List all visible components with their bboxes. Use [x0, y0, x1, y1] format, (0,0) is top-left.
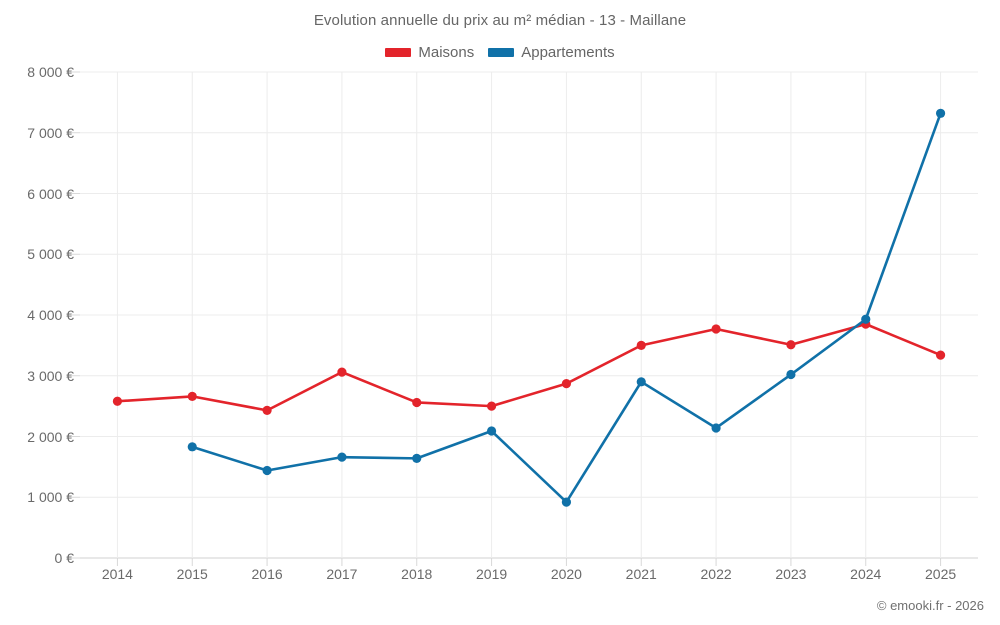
x-axis-label: 2016 — [251, 566, 283, 582]
data-point-appartements-2024[interactable] — [861, 314, 871, 324]
y-axis-tick-labels: 0 € 1 000 € 2 000 € 3 000 € 4 000 € 5 000 € 6 … — [0, 0, 74, 625]
x-axis-label: 2020 — [550, 566, 582, 582]
legend-label-maisons: Maisons — [418, 44, 475, 61]
data-point-appartements-2022[interactable] — [711, 423, 721, 433]
x-axis-label: 2023 — [775, 566, 807, 582]
data-point-maisons-2025[interactable] — [935, 350, 946, 360]
data-point-appartements-2021[interactable] — [636, 377, 646, 387]
x-axis-label: 2019 — [476, 566, 508, 582]
data-point-appartements-2016[interactable] — [262, 465, 272, 476]
data-point-maisons-2020[interactable] — [561, 379, 572, 389]
y-axis-label: 5 000 € — [27, 246, 74, 263]
x-axis-label: 2021 — [625, 566, 657, 582]
data-point-maisons-2014[interactable] — [112, 396, 123, 406]
x-axis-label: 2024 — [850, 566, 882, 582]
data-point-appartements-2025[interactable] — [935, 108, 946, 118]
y-axis-label: 7 000 € — [27, 124, 74, 141]
y-axis-label: 2 000 € — [27, 428, 74, 445]
data-point-maisons-2017[interactable] — [337, 367, 347, 377]
y-axis-label: 4 000 € — [27, 307, 74, 323]
data-point-maisons-2021[interactable] — [636, 340, 646, 350]
x-axis-label: 2018 — [401, 566, 433, 582]
chart-legend: Maisons Appartements — [0, 44, 1000, 61]
data-point-appartements-2020[interactable] — [561, 497, 572, 507]
series-line-maisons — [116, 322, 942, 412]
y-axis-label: 6 000 € — [27, 185, 74, 202]
data-point-maisons-2016[interactable] — [262, 405, 272, 415]
x-axis-label: 2015 — [176, 566, 208, 582]
y-axis-label: 8 000 € — [27, 64, 74, 80]
data-point-maisons-2023[interactable] — [786, 340, 796, 350]
data-point-maisons-2018[interactable] — [412, 397, 422, 408]
data-point-appartements-2023[interactable] — [786, 369, 796, 380]
x-axis-label: 2014 — [101, 566, 133, 582]
x-axis-label: 2025 — [925, 566, 957, 582]
legend-item-appartements[interactable]: Appartements — [488, 44, 615, 61]
data-point-appartements-2019[interactable] — [486, 426, 497, 436]
legend-item-maisons[interactable]: Maisons — [385, 44, 474, 61]
line-swatch-blue-icon — [488, 48, 515, 57]
page-title: Evolution annuelle du prix au m² médian … — [313, 12, 687, 29]
footer-credit: © emooki.fr - 2026 — [876, 598, 984, 613]
data-point-maisons-2015[interactable] — [187, 391, 197, 402]
data-point-maisons-2019[interactable] — [486, 401, 497, 411]
legend-label-appartements: Appartements — [521, 44, 615, 61]
y-axis-label: 0 € — [54, 550, 74, 566]
x-axis-label: 2022 — [700, 566, 732, 582]
y-axis-label: 1 000 € — [27, 489, 74, 506]
data-point-appartements-2017[interactable] — [337, 452, 347, 462]
data-point-appartements-2015[interactable] — [187, 442, 197, 452]
data-point-maisons-2022[interactable] — [711, 324, 721, 334]
data-point-appartements-2018[interactable] — [412, 453, 422, 463]
line-swatch-red-icon — [385, 48, 412, 57]
x-axis-label: 2017 — [326, 566, 358, 582]
y-axis-label: 3 000 € — [27, 367, 74, 384]
